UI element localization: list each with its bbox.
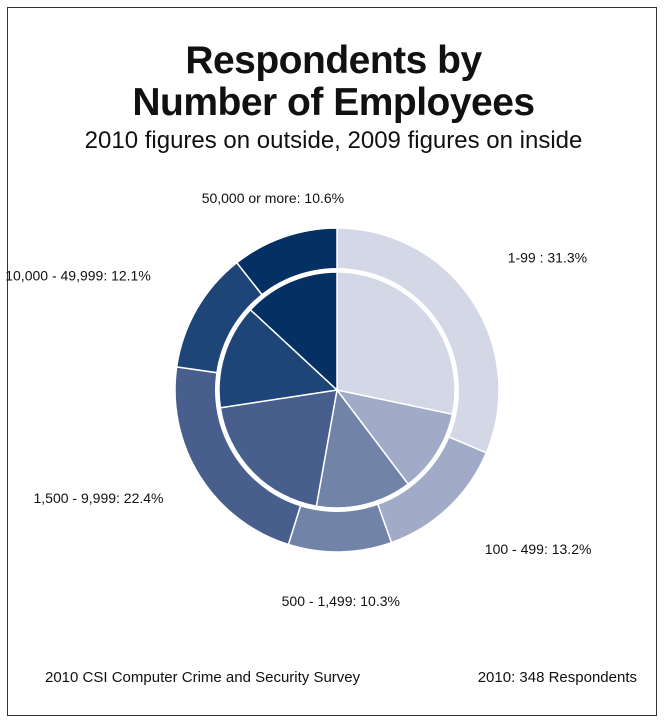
slice-label-3: 500 - 1,499: 10.3% xyxy=(282,593,400,609)
slice-label-2: 100 - 499: 13.2% xyxy=(485,541,592,557)
chart-title-line-2: Number of Employees xyxy=(132,81,535,124)
source-note: 2010 CSI Computer Crime and Security Sur… xyxy=(45,669,361,686)
slice-label-5: 10,000 - 49,999: 12.1% xyxy=(5,268,151,284)
inner-pie-2009 xyxy=(218,271,456,509)
inner-slice-4 xyxy=(219,389,338,508)
slice-labels: 1-99 : 31.3% 100 - 499: 13.2% 500 - 1,499:… xyxy=(5,190,591,609)
respondent-count: 2010: 348 Respondents xyxy=(477,669,637,686)
inner-slice-6 xyxy=(249,271,338,392)
chart-subtitle: 2010 figures on outside, 2009 figures on… xyxy=(84,127,583,154)
slice-label-6: 50,000 or more: 10.6% xyxy=(202,190,344,206)
chart-frame xyxy=(7,7,657,716)
chart-title-line-1: Respondents by xyxy=(185,39,482,82)
slice-label-1: 1-99 : 31.3% xyxy=(508,250,587,266)
inner-slice-1 xyxy=(336,271,456,416)
inner-slice-2 xyxy=(335,388,454,486)
inner-slice-5 xyxy=(218,308,339,409)
inner-slice-3 xyxy=(315,388,410,509)
slice-label-4: 1,500 - 9,999: 22.4% xyxy=(34,490,164,506)
